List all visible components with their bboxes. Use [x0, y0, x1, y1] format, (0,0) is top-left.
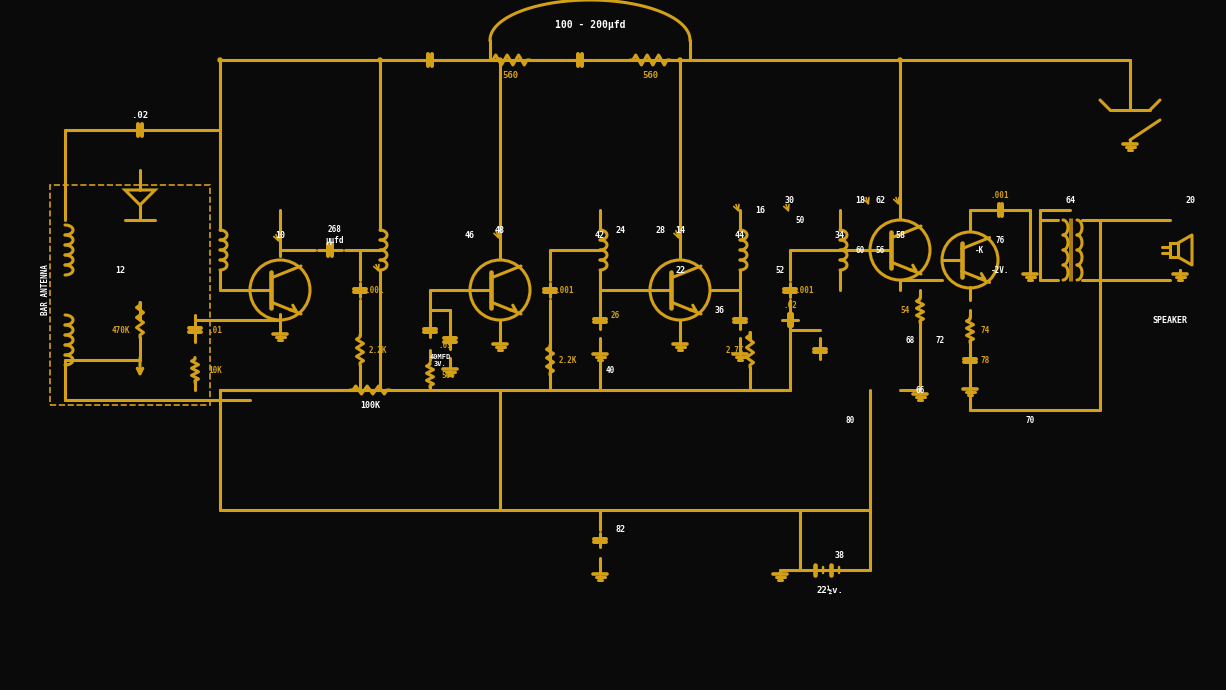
- Text: 2.7K: 2.7K: [726, 346, 744, 355]
- Text: 76: 76: [996, 235, 1004, 244]
- Text: 46: 46: [465, 230, 474, 239]
- Circle shape: [378, 58, 383, 62]
- Text: 40: 40: [606, 366, 614, 375]
- Text: 38: 38: [835, 551, 845, 560]
- Text: 54: 54: [900, 306, 910, 315]
- Circle shape: [678, 58, 682, 62]
- Text: 2.2K: 2.2K: [369, 346, 387, 355]
- Circle shape: [897, 58, 902, 62]
- Text: 10K: 10K: [208, 366, 222, 375]
- Text: 36: 36: [715, 306, 725, 315]
- Text: .001: .001: [796, 286, 814, 295]
- Text: 24: 24: [615, 226, 625, 235]
- Circle shape: [218, 58, 222, 62]
- Text: 56: 56: [875, 246, 885, 255]
- Text: 74: 74: [981, 326, 989, 335]
- Text: 66: 66: [916, 386, 924, 395]
- Text: 22: 22: [676, 266, 685, 275]
- Text: 42: 42: [595, 230, 604, 239]
- Text: -2V.: -2V.: [991, 266, 1009, 275]
- Text: 470K: 470K: [112, 326, 130, 335]
- Text: 18: 18: [855, 195, 866, 204]
- Text: .001: .001: [991, 190, 1009, 199]
- Text: 100 - 200μfd: 100 - 200μfd: [554, 20, 625, 30]
- Text: 82: 82: [615, 526, 625, 535]
- Text: 100K: 100K: [360, 400, 380, 409]
- Text: 28: 28: [655, 226, 664, 235]
- Text: 64: 64: [1065, 195, 1075, 204]
- Bar: [1170, 243, 1178, 257]
- Text: 560: 560: [501, 70, 519, 79]
- Text: 268
μμfd: 268 μμfd: [326, 226, 345, 245]
- Text: 34: 34: [835, 230, 845, 239]
- Text: 14: 14: [676, 226, 685, 235]
- Text: .001: .001: [365, 286, 384, 295]
- Text: 10: 10: [275, 230, 284, 239]
- Text: .01: .01: [208, 326, 222, 335]
- Text: .05: .05: [438, 340, 452, 350]
- Text: 48: 48: [495, 226, 505, 235]
- Text: .02: .02: [783, 301, 797, 310]
- Text: 2.2K: 2.2K: [559, 355, 577, 364]
- Text: BAR ANTENNA: BAR ANTENNA: [40, 264, 49, 315]
- Text: 80: 80: [846, 415, 855, 424]
- Text: 12: 12: [115, 266, 125, 275]
- Text: 26: 26: [611, 310, 619, 319]
- Text: 30: 30: [785, 195, 794, 204]
- Text: .001: .001: [555, 286, 574, 295]
- Text: SPEAKER: SPEAKER: [1152, 315, 1188, 324]
- Text: 52: 52: [775, 266, 785, 275]
- Text: 62: 62: [875, 195, 885, 204]
- Text: 72: 72: [935, 335, 944, 344]
- Text: 22½v.: 22½v.: [817, 586, 843, 595]
- Text: 560: 560: [642, 70, 658, 79]
- Text: 20: 20: [1186, 195, 1195, 204]
- Text: .02: .02: [132, 110, 148, 119]
- Bar: [50, 185, 210, 405]
- Text: 40MFD
3V.: 40MFD 3V.: [429, 353, 451, 366]
- Text: 68: 68: [905, 335, 915, 344]
- Text: 16: 16: [755, 206, 765, 215]
- Text: 60: 60: [856, 246, 864, 255]
- Text: 70: 70: [1025, 415, 1035, 424]
- Text: 58: 58: [895, 230, 905, 239]
- Text: 560: 560: [441, 371, 455, 380]
- Circle shape: [498, 58, 501, 62]
- Text: -K: -K: [976, 246, 984, 255]
- Text: 44: 44: [736, 230, 745, 239]
- Text: 78: 78: [981, 355, 989, 364]
- Text: 50: 50: [796, 215, 804, 224]
